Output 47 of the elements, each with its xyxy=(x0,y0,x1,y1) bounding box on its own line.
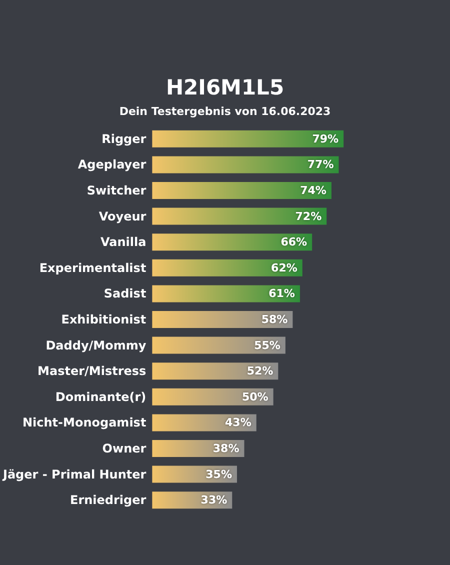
bar xyxy=(152,259,302,276)
y-tick-label: Experimentalist xyxy=(39,260,146,275)
chart-subtitle: Dein Testergebnis von 16.06.2023 xyxy=(119,105,331,118)
bar xyxy=(152,208,327,225)
y-tick-label: Switcher xyxy=(86,184,146,198)
data-label: 77% xyxy=(307,158,334,172)
y-tick-label: Nicht-Monogamist xyxy=(22,416,146,430)
y-tick-label: Sadist xyxy=(104,286,146,301)
bar xyxy=(152,362,278,380)
bar xyxy=(152,414,256,432)
chart-title: H2I6M1L5 xyxy=(166,76,284,100)
data-label: 79% xyxy=(312,132,339,146)
data-label: 33% xyxy=(200,494,228,507)
y-tick-label: Voyeur xyxy=(98,209,146,224)
data-label: 58% xyxy=(261,313,288,326)
bar xyxy=(152,285,300,302)
y-tick-label: Vanilla xyxy=(100,235,146,250)
data-label: 55% xyxy=(254,338,280,352)
data-label: 52% xyxy=(246,364,274,378)
bar xyxy=(152,234,312,251)
data-label: 62% xyxy=(271,261,298,274)
bar xyxy=(152,440,244,457)
data-label: 72% xyxy=(295,210,322,223)
y-tick-label: Jäger - Primal Hunter xyxy=(2,467,146,482)
data-label: 74% xyxy=(300,184,326,197)
bar xyxy=(152,492,232,509)
y-tick-label: Exhibitionist xyxy=(61,312,146,326)
bar xyxy=(152,182,332,199)
bar xyxy=(152,388,274,406)
y-tick-label: Ageplayer xyxy=(78,158,146,172)
data-label: 61% xyxy=(268,287,295,300)
y-tick-label: Daddy/Mommy xyxy=(46,338,146,352)
data-label: 50% xyxy=(242,390,268,404)
bar xyxy=(152,130,344,148)
bar xyxy=(152,311,293,328)
y-tick-label: Owner xyxy=(102,442,146,456)
data-label: 35% xyxy=(206,468,232,481)
y-tick-label: Rigger xyxy=(102,132,146,146)
bar xyxy=(152,466,237,483)
data-label: 43% xyxy=(225,416,252,430)
data-label: 38% xyxy=(212,442,240,455)
data-label: 66% xyxy=(280,236,308,249)
y-tick-label: Erniedriger xyxy=(70,493,146,508)
y-tick-label: Dominante(r) xyxy=(55,390,146,404)
bar xyxy=(152,156,339,174)
bar xyxy=(152,336,286,354)
y-tick-label: Master/Mistress xyxy=(38,364,146,378)
